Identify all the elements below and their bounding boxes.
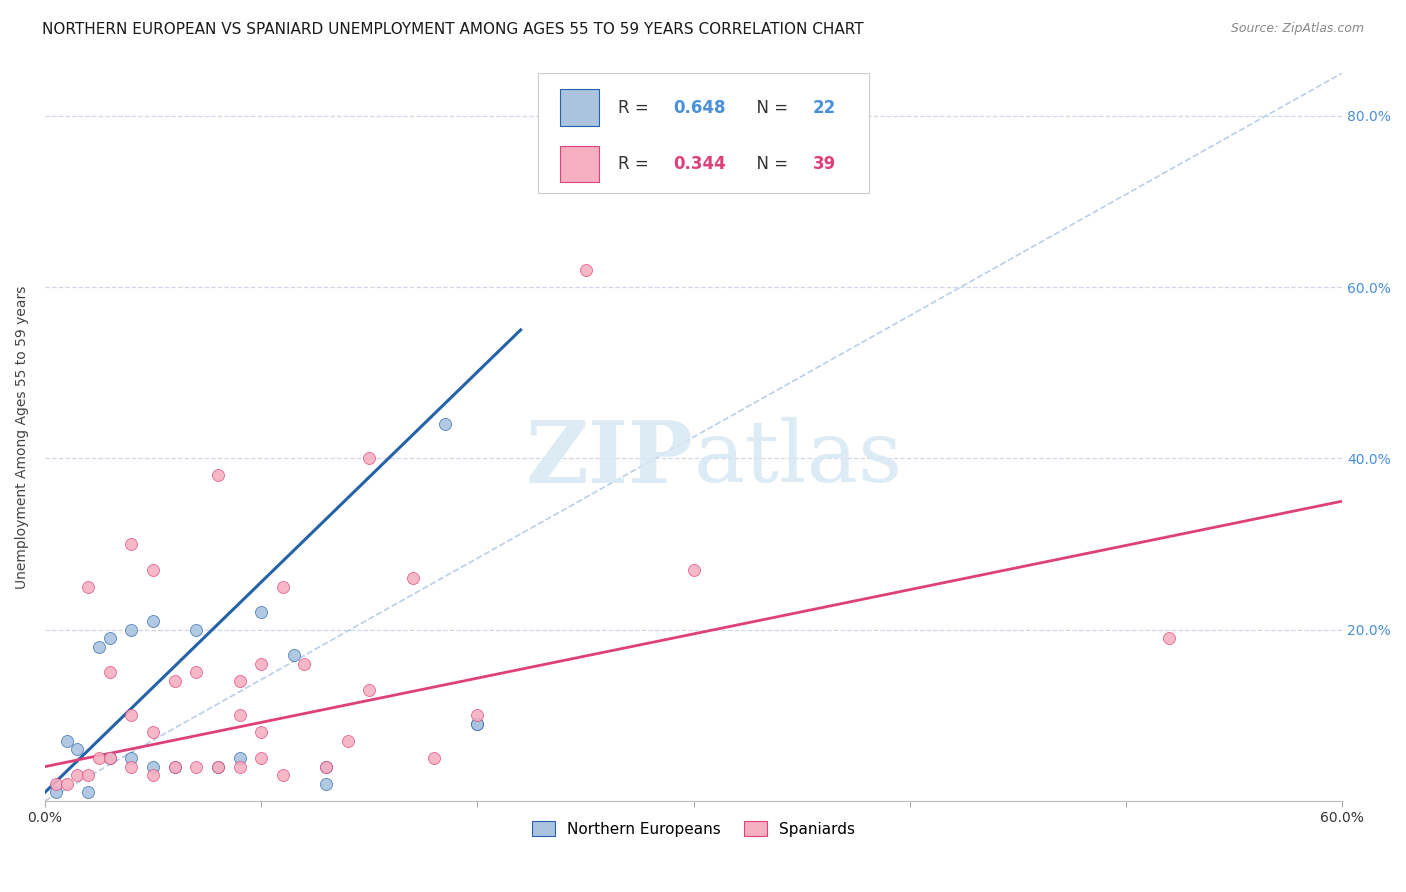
Point xyxy=(574,263,596,277)
Text: NORTHERN EUROPEAN VS SPANIARD UNEMPLOYMENT AMONG AGES 55 TO 59 YEARS CORRELATION: NORTHERN EUROPEAN VS SPANIARD UNEMPLOYME… xyxy=(42,22,863,37)
Legend: Northern Europeans, Spaniards: Northern Europeans, Spaniards xyxy=(524,814,863,844)
Point xyxy=(77,768,100,782)
Point xyxy=(87,751,110,765)
Text: 0.648: 0.648 xyxy=(673,99,725,117)
Point xyxy=(120,537,142,551)
Text: R =: R = xyxy=(619,99,654,117)
Text: 22: 22 xyxy=(813,99,837,117)
Point xyxy=(142,759,165,773)
Point xyxy=(186,623,208,637)
Point xyxy=(55,734,77,748)
Point xyxy=(142,614,165,628)
Point xyxy=(271,768,294,782)
Point xyxy=(98,751,121,765)
Point xyxy=(186,665,208,680)
Point xyxy=(207,468,229,483)
Point xyxy=(433,417,456,431)
Point xyxy=(467,716,489,731)
Point xyxy=(120,759,142,773)
Point xyxy=(423,751,446,765)
Point xyxy=(336,734,359,748)
Point xyxy=(294,657,316,671)
Point xyxy=(250,657,273,671)
Point xyxy=(142,768,165,782)
Point xyxy=(682,563,704,577)
Point xyxy=(120,623,142,637)
Text: N =: N = xyxy=(745,155,793,173)
FancyBboxPatch shape xyxy=(560,146,599,182)
Point xyxy=(77,580,100,594)
FancyBboxPatch shape xyxy=(560,89,599,126)
Point xyxy=(1159,631,1181,645)
Point xyxy=(315,759,337,773)
Point xyxy=(401,571,423,585)
Point xyxy=(283,648,305,663)
Point xyxy=(98,665,121,680)
Point xyxy=(163,759,186,773)
Point xyxy=(467,716,489,731)
FancyBboxPatch shape xyxy=(538,73,869,193)
Point xyxy=(359,682,381,697)
Point xyxy=(250,751,273,765)
Point xyxy=(98,751,121,765)
Point xyxy=(163,673,186,688)
Point xyxy=(87,640,110,654)
Text: R =: R = xyxy=(619,155,654,173)
Point xyxy=(120,751,142,765)
Y-axis label: Unemployment Among Ages 55 to 59 years: Unemployment Among Ages 55 to 59 years xyxy=(15,285,30,589)
Text: ZIP: ZIP xyxy=(526,417,693,500)
Point xyxy=(66,768,89,782)
Point xyxy=(228,759,250,773)
Point xyxy=(467,708,489,723)
Text: 0.344: 0.344 xyxy=(673,155,725,173)
Point xyxy=(228,673,250,688)
Point xyxy=(250,606,273,620)
Point xyxy=(271,580,294,594)
Point xyxy=(228,751,250,765)
Text: 39: 39 xyxy=(813,155,837,173)
Point xyxy=(77,785,100,799)
Point xyxy=(207,759,229,773)
Text: atlas: atlas xyxy=(693,417,903,500)
Point xyxy=(228,708,250,723)
Point xyxy=(207,759,229,773)
Text: N =: N = xyxy=(745,99,793,117)
Point xyxy=(142,725,165,739)
Point xyxy=(142,563,165,577)
Point xyxy=(315,777,337,791)
Point xyxy=(250,725,273,739)
Point xyxy=(120,708,142,723)
Point xyxy=(55,777,77,791)
Point xyxy=(163,759,186,773)
Text: Source: ZipAtlas.com: Source: ZipAtlas.com xyxy=(1230,22,1364,36)
Point xyxy=(66,742,89,756)
Point xyxy=(45,777,67,791)
Point xyxy=(98,631,121,645)
Point xyxy=(315,759,337,773)
Point xyxy=(359,451,381,466)
Point xyxy=(45,785,67,799)
Point xyxy=(186,759,208,773)
